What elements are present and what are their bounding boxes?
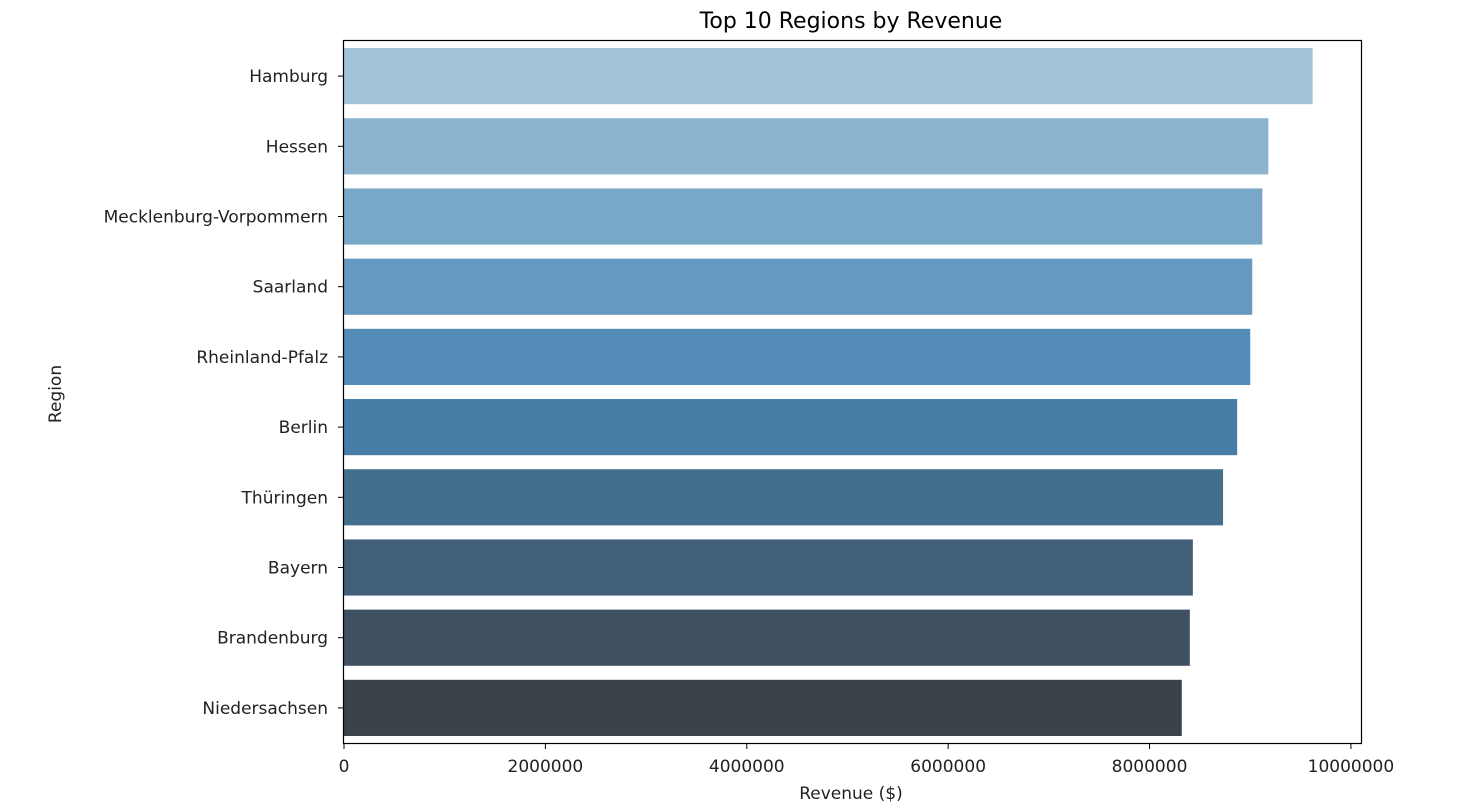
x-tick-label: 0 <box>339 757 350 777</box>
chart-title: Top 10 Regions by Revenue <box>699 9 1003 34</box>
y-tick-label: Hamburg <box>249 67 328 87</box>
y-tick-label: Berlin <box>279 418 328 438</box>
y-tick-label: Brandenburg <box>217 629 328 649</box>
x-axis: 0 2000000 4000000 6000000 8000000 10000000 <box>339 743 1395 777</box>
x-tick-label: 2000000 <box>508 757 584 777</box>
x-tick-label: 6000000 <box>910 757 986 777</box>
y-tick-label: Mecklenburg-Vorpommern <box>104 208 328 228</box>
bars-layer <box>344 48 1313 736</box>
y-tick-label: Bayern <box>268 559 328 579</box>
bar-saarland <box>344 258 1253 315</box>
x-tick-label: 8000000 <box>1112 757 1188 777</box>
x-tick-label: 4000000 <box>709 757 785 777</box>
bar-hessen <box>344 118 1269 175</box>
bar-niedersachsen <box>344 679 1182 736</box>
y-tick-label: Niedersachsen <box>202 699 328 719</box>
bar-mecklenburg-vorpommern <box>344 188 1263 245</box>
bar-bayern <box>344 539 1193 596</box>
y-axis: Hamburg Hessen Mecklenburg-Vorpommern Saarl… <box>104 67 344 719</box>
x-axis-label: Revenue ($) <box>799 784 903 804</box>
plot-frame <box>342 39 1363 745</box>
y-tick-label: Saarland <box>253 278 328 298</box>
bar-berlin <box>344 399 1238 456</box>
y-tick-label: Thüringen <box>241 488 328 508</box>
bar-th-ringen <box>344 469 1224 526</box>
bar-hamburg <box>344 48 1313 105</box>
bar-brandenburg <box>344 609 1190 666</box>
bar-rheinland-pfalz <box>344 328 1251 385</box>
x-tick-label: 10000000 <box>1308 757 1395 777</box>
y-tick-label: Hessen <box>266 137 328 157</box>
y-axis-label: Region <box>46 365 66 423</box>
y-tick-label: Rheinland-Pfalz <box>196 348 328 368</box>
